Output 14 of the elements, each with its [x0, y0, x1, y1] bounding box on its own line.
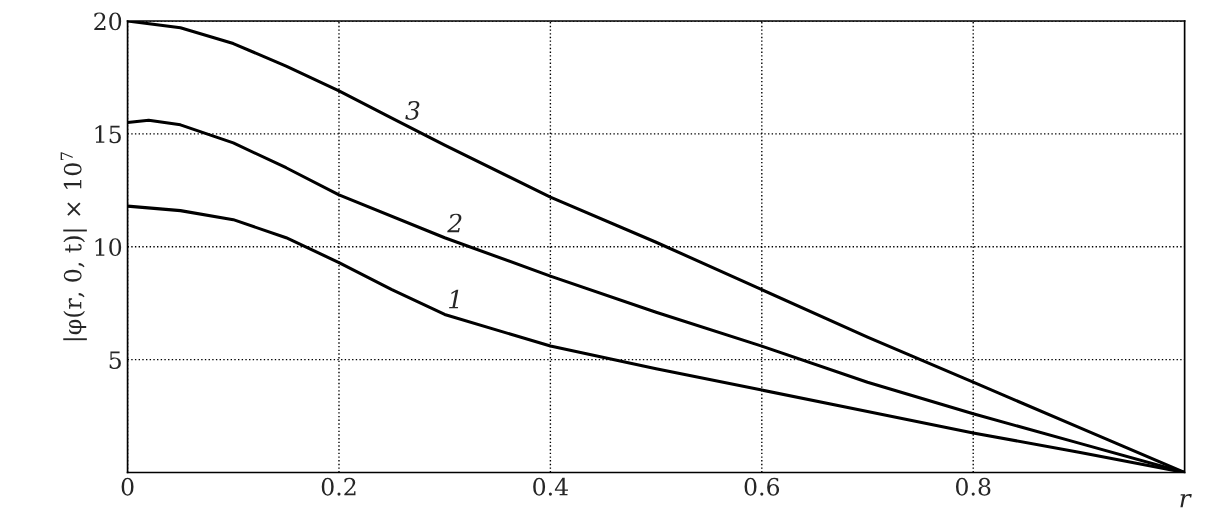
annotation: 3 — [405, 100, 420, 120]
x-tick-label: 0.6 — [744, 477, 780, 496]
x-axis-title: r — [1180, 493, 1192, 508]
y-tick-label: 20 — [94, 12, 122, 31]
x-tick-label: 0.4 — [533, 477, 568, 496]
x-tick-label: 0.2 — [321, 477, 356, 496]
y-tick-label: 5 — [109, 351, 121, 369]
x-tick-label: 0 — [121, 477, 134, 496]
annotation: 1 — [449, 289, 459, 309]
y-tick-label: 10 — [95, 238, 122, 257]
y-axis-title: |φ(r, 0, t)| × 10$^{7}$ — [60, 152, 87, 341]
annotation: 2 — [447, 213, 462, 233]
y-tick-label: 15 — [95, 125, 121, 144]
x-tick-label: 0.8 — [956, 477, 991, 496]
